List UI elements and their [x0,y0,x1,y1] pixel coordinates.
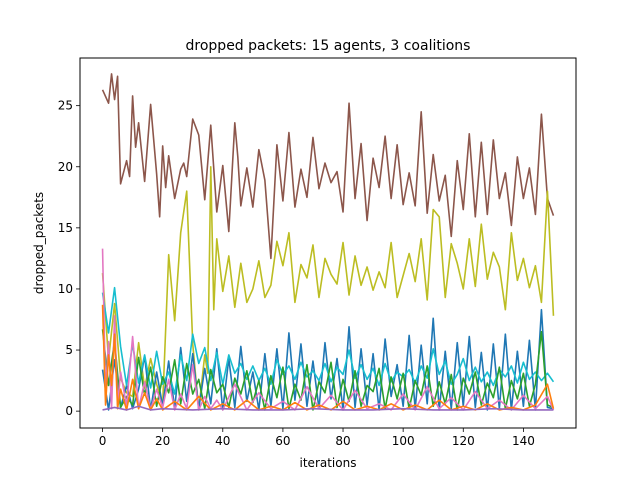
y-tick-label: 20 [58,160,73,174]
x-tick-label: 140 [512,434,535,448]
x-tick-label: 80 [335,434,350,448]
x-tick-label: 120 [452,434,475,448]
series-line-4 [101,286,555,395]
y-tick-label: 10 [58,282,73,296]
y-tick-label: 25 [58,99,73,113]
y-tick-label: 5 [65,343,73,357]
plot-frame [79,57,577,429]
x-tick-label: 60 [275,434,290,448]
x-axis-label: iterations [300,456,357,470]
x-tick-label: 40 [215,434,230,448]
series-line-8 [102,405,554,411]
x-axis-ticks: 0 20 40 60 80 100 120 140 [99,428,535,448]
y-axis-ticks: 0 5 10 15 20 25 [58,99,80,418]
series-line-5 [101,329,554,411]
y-axis-label: dropped_packets [32,192,46,294]
x-tick-label: 20 [155,434,170,448]
x-tick-label: 0 [99,434,107,448]
series-line-1 [101,73,555,260]
chart-title: dropped packets: 15 agents, 3 coalitions [186,38,471,54]
series-line-2 [101,165,555,411]
series-layer [101,73,555,411]
x-tick-label: 100 [392,434,415,448]
y-tick-label: 0 [65,404,73,418]
series-line-6 [101,248,555,411]
y-tick-label: 15 [58,221,73,235]
